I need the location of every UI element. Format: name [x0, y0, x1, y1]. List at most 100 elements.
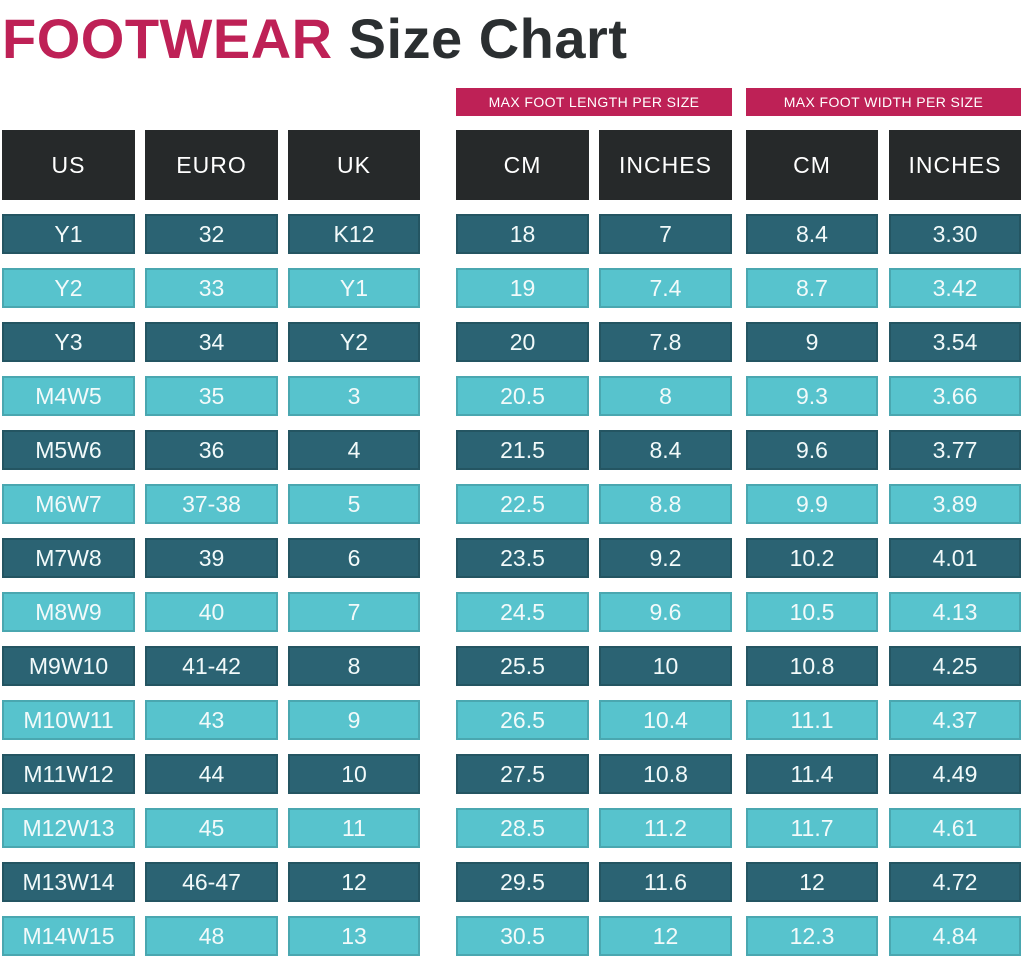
size-cell: 9 — [288, 700, 420, 740]
size-cell: 10.2 — [746, 538, 878, 578]
size-cell: 10.4 — [599, 700, 732, 740]
size-cell: 26.5 — [456, 700, 589, 740]
size-cell: 10.8 — [599, 754, 732, 794]
size-cell: 11.7 — [746, 808, 878, 848]
size-cell: M12W13 — [2, 808, 135, 848]
size-cell: 29.5 — [456, 862, 589, 902]
size-cell: 9.3 — [746, 376, 878, 416]
size-cell: 24.5 — [456, 592, 589, 632]
size-cell: 8 — [288, 646, 420, 686]
size-cell: 11.4 — [746, 754, 878, 794]
size-cell: 10 — [288, 754, 420, 794]
size-cell: 36 — [145, 430, 278, 470]
size-cell: 12 — [288, 862, 420, 902]
size-cell: 4.01 — [889, 538, 1021, 578]
size-cell: 4.49 — [889, 754, 1021, 794]
size-cell: 4.37 — [889, 700, 1021, 740]
size-cell: 13 — [288, 916, 420, 956]
column-header-inches-2: INCHES — [889, 130, 1021, 200]
size-cell: 11.1 — [746, 700, 878, 740]
size-chart-table: MAX FOOT LENGTH PER SIZE MAX FOOT WIDTH … — [2, 88, 1024, 956]
size-cell: 3.54 — [889, 322, 1021, 362]
size-cell: 7 — [599, 214, 732, 254]
size-cell: 9.6 — [746, 430, 878, 470]
size-cell: 18 — [456, 214, 589, 254]
size-cell: 8.4 — [746, 214, 878, 254]
size-cell: Y1 — [288, 268, 420, 308]
size-cell: 7 — [288, 592, 420, 632]
size-cell: 3 — [288, 376, 420, 416]
size-cell: 4.84 — [889, 916, 1021, 956]
size-cell: 3.42 — [889, 268, 1021, 308]
size-cell: M5W6 — [2, 430, 135, 470]
size-cell: 7.4 — [599, 268, 732, 308]
size-cell: 8.4 — [599, 430, 732, 470]
size-cell: 32 — [145, 214, 278, 254]
size-cell: 8.7 — [746, 268, 878, 308]
size-cell: 35 — [145, 376, 278, 416]
size-cell: 25.5 — [456, 646, 589, 686]
size-cell: M7W8 — [2, 538, 135, 578]
size-cell: 9.2 — [599, 538, 732, 578]
size-cell: 9.9 — [746, 484, 878, 524]
size-cell: 44 — [145, 754, 278, 794]
size-cell: 8.8 — [599, 484, 732, 524]
page-title: FOOTWEAR Size Chart — [2, 8, 1024, 70]
size-cell: Y2 — [288, 322, 420, 362]
size-cell: 4 — [288, 430, 420, 470]
size-cell: 3.66 — [889, 376, 1021, 416]
size-cell: 20 — [456, 322, 589, 362]
size-cell: 40 — [145, 592, 278, 632]
group-header-foot-width: MAX FOOT WIDTH PER SIZE — [746, 88, 1021, 116]
size-cell: M9W10 — [2, 646, 135, 686]
column-header-cm-1: CM — [456, 130, 589, 200]
size-cell: 3.77 — [889, 430, 1021, 470]
column-header-euro: EURO — [145, 130, 278, 200]
size-cell: 39 — [145, 538, 278, 578]
size-cell: 8 — [599, 376, 732, 416]
size-cell: 3.30 — [889, 214, 1021, 254]
title-rest: Size Chart — [348, 7, 628, 70]
size-cell: 10.8 — [746, 646, 878, 686]
size-cell: 34 — [145, 322, 278, 362]
size-cell: 4.13 — [889, 592, 1021, 632]
size-cell: 12 — [746, 862, 878, 902]
title-highlight: FOOTWEAR — [2, 7, 333, 70]
size-cell: 23.5 — [456, 538, 589, 578]
column-header-uk: UK — [288, 130, 420, 200]
size-cell: 45 — [145, 808, 278, 848]
size-cell: M11W12 — [2, 754, 135, 794]
size-cell: 43 — [145, 700, 278, 740]
size-cell: 3.89 — [889, 484, 1021, 524]
size-cell: 5 — [288, 484, 420, 524]
size-cell: 11 — [288, 808, 420, 848]
size-cell: 37-38 — [145, 484, 278, 524]
size-cell: 21.5 — [456, 430, 589, 470]
size-cell: 11.2 — [599, 808, 732, 848]
size-cell: 12.3 — [746, 916, 878, 956]
size-cell: 4.25 — [889, 646, 1021, 686]
size-cell: 12 — [599, 916, 732, 956]
size-cell: 11.6 — [599, 862, 732, 902]
size-cell: Y3 — [2, 322, 135, 362]
size-cell: 48 — [145, 916, 278, 956]
size-cell: M8W9 — [2, 592, 135, 632]
size-cell: 10 — [599, 646, 732, 686]
size-cell: 30.5 — [456, 916, 589, 956]
group-header-foot-length: MAX FOOT LENGTH PER SIZE — [456, 88, 732, 116]
size-cell: 10.5 — [746, 592, 878, 632]
size-cell: 9.6 — [599, 592, 732, 632]
size-cell: 19 — [456, 268, 589, 308]
size-cell: 27.5 — [456, 754, 589, 794]
size-cell: 7.8 — [599, 322, 732, 362]
size-cell: M10W11 — [2, 700, 135, 740]
size-cell: 20.5 — [456, 376, 589, 416]
size-cell: 41-42 — [145, 646, 278, 686]
size-cell: 4.61 — [889, 808, 1021, 848]
size-cell: 28.5 — [456, 808, 589, 848]
size-cell: Y2 — [2, 268, 135, 308]
size-cell: M13W14 — [2, 862, 135, 902]
size-cell: M14W15 — [2, 916, 135, 956]
column-header-us: US — [2, 130, 135, 200]
column-header-inches-1: INCHES — [599, 130, 732, 200]
